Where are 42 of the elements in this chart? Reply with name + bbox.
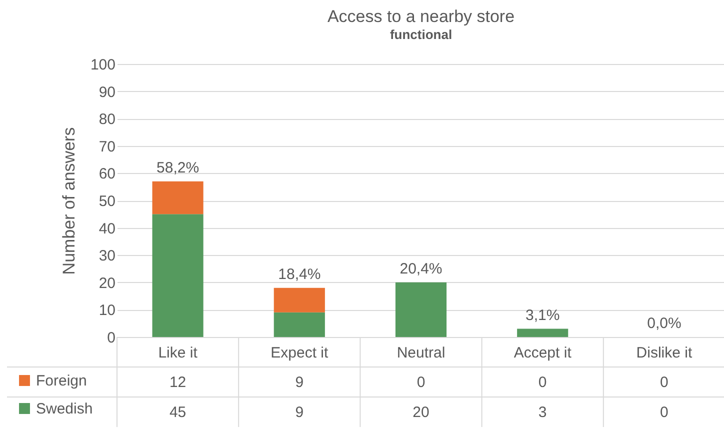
y-tick-label: 60 xyxy=(98,166,116,183)
y-tick-label: 0 xyxy=(107,330,116,346)
chart-subtitle: functional xyxy=(390,27,452,42)
data-label: 20 xyxy=(412,404,430,421)
data-label: 0 xyxy=(416,374,426,391)
y-axis-title: Number of answers xyxy=(59,127,78,275)
y-tick-label: 70 xyxy=(98,138,116,156)
x-tick-label: Like it xyxy=(158,344,198,362)
y-tick-label: 90 xyxy=(98,84,116,101)
data-label: 9 xyxy=(295,404,304,421)
annotation: 58,2% xyxy=(156,159,200,176)
bar xyxy=(274,288,325,312)
y-tick-label: 30 xyxy=(98,248,116,265)
bar xyxy=(152,181,204,214)
data-label: 3 xyxy=(538,404,547,421)
y-tick-label: 20 xyxy=(98,274,116,292)
data-label: 0 xyxy=(660,404,668,421)
data-label: 9 xyxy=(295,374,304,391)
data-label: 0 xyxy=(538,374,547,391)
annotation: 20,4% xyxy=(400,260,442,278)
bar xyxy=(395,282,447,337)
y-tick-label: 40 xyxy=(98,220,116,238)
x-tick-label: Neutral xyxy=(396,344,446,362)
data-label: 12 xyxy=(169,374,186,391)
bar xyxy=(152,214,204,337)
y-tick-label: 100 xyxy=(90,56,116,74)
y-tick-label: 80 xyxy=(98,111,116,128)
bar xyxy=(517,328,568,337)
x-tick-label: Accept it xyxy=(514,344,572,362)
y-tick-label: 10 xyxy=(98,302,116,320)
bar xyxy=(274,312,325,337)
chart-title: Access to a nearby store xyxy=(327,7,515,26)
annotation: 3,1% xyxy=(526,306,560,324)
data-label: 0 xyxy=(660,374,668,391)
data-label: 45 xyxy=(169,404,186,421)
annotation: 18,4% xyxy=(278,266,321,283)
x-tick-label: Expect it xyxy=(270,344,329,362)
y-tick-label: 50 xyxy=(98,193,116,210)
legend-label: Foreign xyxy=(36,372,87,390)
annotation: 0,0% xyxy=(647,315,682,332)
legend-label: Swedish xyxy=(36,400,93,418)
x-tick-label: Dislike it xyxy=(636,344,693,362)
